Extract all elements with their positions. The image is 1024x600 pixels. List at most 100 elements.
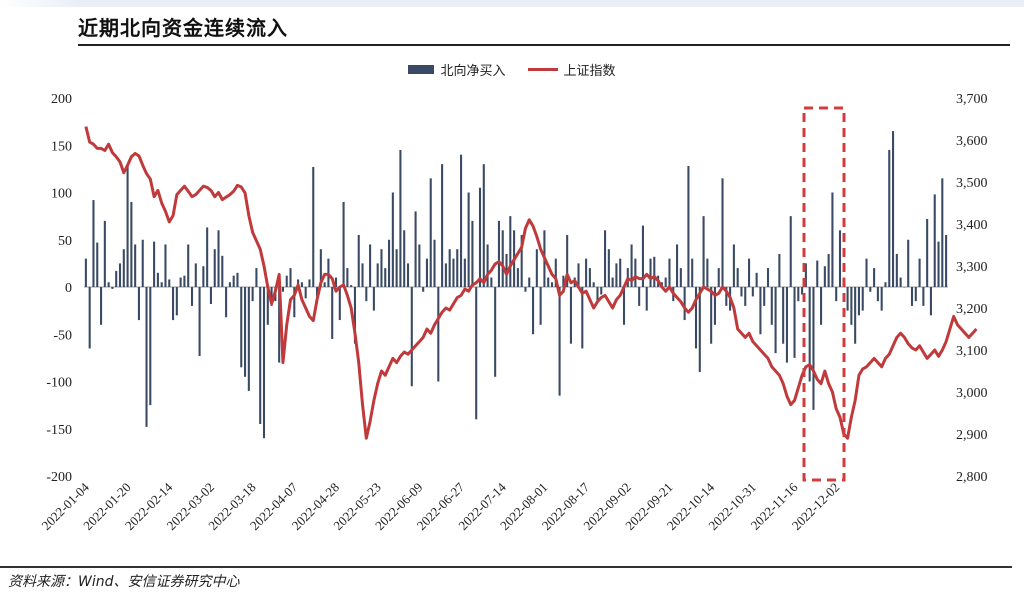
net-buy-bar bbox=[725, 287, 728, 306]
net-buy-bar bbox=[395, 249, 398, 287]
net-buy-bar bbox=[596, 287, 599, 302]
net-buy-bar bbox=[785, 287, 788, 363]
net-buy-bar bbox=[361, 263, 364, 288]
net-buy-bar bbox=[232, 275, 235, 287]
net-buy-bar bbox=[910, 287, 914, 306]
net-buy-bar bbox=[236, 272, 239, 287]
net-buy-bar bbox=[376, 263, 379, 288]
net-buy-bar bbox=[717, 268, 720, 287]
left-axis-tick-label: -100 bbox=[46, 376, 72, 391]
net-buy-bar bbox=[369, 244, 372, 287]
net-buy-bar bbox=[566, 235, 569, 287]
net-buy-bar bbox=[194, 263, 197, 288]
net-buy-bar bbox=[429, 178, 432, 287]
net-buy-bar bbox=[554, 258, 557, 287]
net-buy-bar bbox=[827, 253, 830, 287]
net-buy-bar bbox=[770, 287, 773, 325]
left-axis-tick-label: -200 bbox=[46, 470, 72, 485]
net-buy-bar bbox=[880, 287, 883, 311]
right-axis-tick-label: 3,100 bbox=[956, 344, 988, 359]
net-buy-bar bbox=[793, 287, 796, 358]
net-buy-bar bbox=[611, 277, 614, 287]
net-buy-bar bbox=[452, 258, 455, 287]
net-buy-bar bbox=[126, 164, 129, 287]
net-buy-bar bbox=[918, 258, 921, 287]
net-buy-bar bbox=[403, 230, 406, 287]
net-buy-bar bbox=[789, 216, 792, 288]
net-buy-bar bbox=[460, 154, 463, 287]
net-buy-bar bbox=[141, 239, 144, 287]
net-buy-bar bbox=[293, 287, 296, 318]
net-buy-bar bbox=[702, 216, 705, 288]
net-buy-bar bbox=[391, 192, 394, 287]
net-buy-bar bbox=[831, 192, 834, 287]
net-buy-bar bbox=[922, 287, 925, 306]
net-buy-bar bbox=[550, 282, 554, 287]
net-buy-bar bbox=[713, 287, 716, 325]
net-buy-bar bbox=[774, 287, 777, 354]
net-buy-bar bbox=[388, 239, 391, 287]
net-buy-bar bbox=[668, 258, 671, 287]
right-axis-tick-label: 2,800 bbox=[956, 470, 988, 485]
net-buy-bar bbox=[471, 220, 474, 287]
net-buy-bar bbox=[297, 279, 300, 287]
net-buy-bar bbox=[509, 216, 512, 288]
net-buy-bar bbox=[160, 282, 163, 287]
net-buy-bar bbox=[607, 249, 610, 287]
net-buy-bar bbox=[433, 239, 436, 287]
net-buy-bar bbox=[418, 244, 421, 287]
net-buy-bar bbox=[103, 220, 106, 287]
net-buy-bar bbox=[520, 235, 523, 287]
net-buy-bar bbox=[569, 287, 572, 344]
net-buy-bar bbox=[850, 287, 853, 325]
net-buy-bar bbox=[187, 244, 190, 287]
net-buy-bar bbox=[168, 279, 171, 287]
left-axis-tick-label: 0 bbox=[65, 281, 72, 296]
left-axis-tick-label: -150 bbox=[46, 423, 72, 438]
net-buy-bar bbox=[516, 268, 519, 287]
net-buy-bar bbox=[467, 192, 470, 287]
net-buy-bar bbox=[679, 268, 682, 287]
net-buy-bar bbox=[634, 258, 637, 287]
left-axis-tick-label: 50 bbox=[58, 234, 72, 249]
net-buy-bar bbox=[270, 287, 273, 306]
net-buy-bar bbox=[84, 258, 87, 287]
net-buy-bar bbox=[914, 287, 917, 302]
net-buy-bar bbox=[323, 282, 326, 287]
net-buy-bar bbox=[247, 287, 250, 391]
net-buy-bar bbox=[691, 258, 694, 287]
net-buy-bar bbox=[892, 131, 895, 287]
net-buy-bar bbox=[622, 287, 626, 325]
net-buy-bar bbox=[285, 275, 288, 287]
net-buy-bar bbox=[766, 268, 770, 287]
net-buy-bar bbox=[221, 255, 224, 287]
top-decor-strip bbox=[0, 0, 1024, 7]
net-buy-bar bbox=[331, 287, 334, 339]
net-buy-bar bbox=[334, 277, 338, 287]
net-buy-bar bbox=[816, 260, 819, 287]
net-buy-bar bbox=[308, 279, 311, 287]
net-buy-bar bbox=[748, 258, 751, 287]
net-buy-bar bbox=[130, 201, 133, 287]
net-buy-bar bbox=[630, 244, 633, 287]
net-buy-bar bbox=[941, 178, 944, 287]
net-buy-bar bbox=[410, 287, 413, 387]
net-buy-bar bbox=[710, 287, 713, 344]
net-buy-bar bbox=[838, 230, 842, 287]
net-buy-bar bbox=[497, 220, 500, 287]
net-buy-bar bbox=[384, 268, 387, 287]
net-buy-bar bbox=[342, 201, 345, 287]
net-buy-bar bbox=[888, 149, 891, 287]
net-buy-bar bbox=[884, 282, 887, 287]
net-buy-bar bbox=[444, 263, 447, 288]
net-buy-bar bbox=[122, 249, 125, 287]
net-buy-bar bbox=[619, 258, 622, 287]
left-axis-tick-label: 100 bbox=[51, 187, 72, 202]
net-buy-bar bbox=[641, 225, 644, 287]
net-buy-bar bbox=[240, 287, 243, 368]
net-buy-bar bbox=[524, 287, 527, 292]
legend-label-bars: 北向净买入 bbox=[440, 63, 506, 79]
right-axis-tick-label: 3,500 bbox=[956, 176, 988, 191]
net-buy-bar bbox=[350, 285, 353, 287]
net-buy-bar bbox=[763, 287, 766, 306]
